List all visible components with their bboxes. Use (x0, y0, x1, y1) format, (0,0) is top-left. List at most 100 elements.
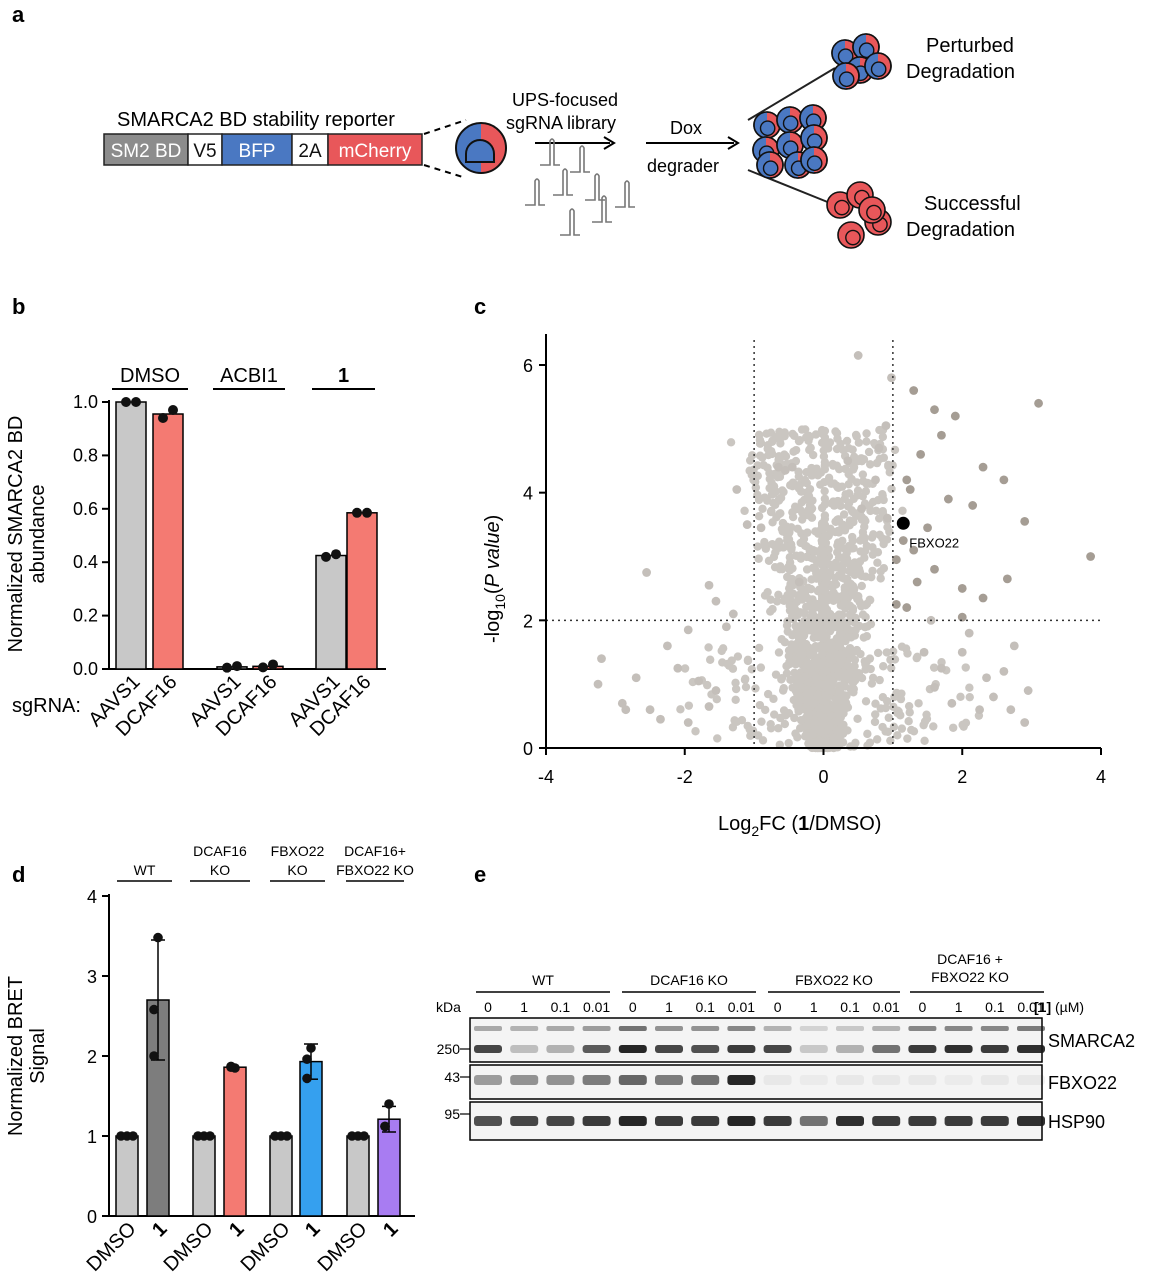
chart-c-point (759, 540, 769, 550)
chart-c-point (905, 708, 914, 717)
chart-c-point (797, 425, 807, 434)
chart-c-point (794, 634, 804, 643)
chart-c-point (733, 652, 743, 661)
chart-c-point (795, 505, 805, 514)
chart-c-xtick-label-2: 0 (818, 767, 828, 787)
band-fbxo22-0 (474, 1075, 502, 1085)
chart-c-point (826, 645, 835, 654)
ylabel-pre: -log (482, 610, 504, 643)
chart-c-point (753, 490, 762, 500)
band-smarca2-lower-14 (980, 1045, 1009, 1053)
chart-c-outlier-61 (597, 654, 606, 664)
chart-d-point-6-2 (359, 1131, 369, 1141)
chart-c-point (811, 725, 821, 734)
dose-label-bold: [1] (1034, 999, 1051, 1015)
chart-c-outlier-67 (794, 577, 804, 587)
chart-c-point (961, 663, 970, 672)
chart-c-point (825, 652, 835, 662)
blot-dose-label-7: 0.01 (728, 999, 755, 1015)
band-smarca2-lower-1 (510, 1045, 539, 1053)
chart-c-point (786, 675, 795, 685)
band-smarca2-upper-3 (582, 1026, 611, 1031)
blot-name-1: FBXO22 (1048, 1073, 1117, 1093)
chart-b-bar-0 (115, 401, 147, 670)
band-hsp90-0 (474, 1116, 502, 1126)
chart-d-group-label-2-line2: KO (287, 862, 307, 878)
chart-c-point (885, 468, 894, 477)
chart-b-bar-5 (346, 512, 378, 670)
chart-c-outlier-34 (1006, 705, 1016, 715)
cell-4 (864, 52, 892, 80)
chart-c-point (780, 719, 790, 729)
chart-c-point (889, 722, 899, 732)
chart-c-point (829, 733, 839, 742)
chart-c-point (758, 504, 767, 514)
band-hsp90-15 (1017, 1116, 1045, 1126)
chart-b-ytick-label-0: 0.0 (73, 659, 98, 679)
chart-c: Log2FC (1/DMSO) -log10(P value) -4 -2 0 2 40… (482, 334, 1106, 839)
chart-c-point (853, 456, 863, 466)
chart-c-point (792, 671, 801, 680)
chart-d-ytick-label-3: 3 (87, 967, 97, 987)
chart-c-outlier-43 (732, 485, 742, 494)
chart-c-point (862, 657, 871, 666)
chart-c-point (804, 584, 813, 594)
reporter-segment-1 (103, 133, 189, 166)
chart-c-point (782, 661, 791, 671)
chart-c-point (684, 701, 694, 710)
chart-d-point-1-0 (153, 932, 163, 943)
chart-c-ytick-label-1: 2 (523, 611, 533, 631)
chart-c-point (794, 467, 803, 476)
band-smarca2-lower-2 (546, 1045, 575, 1053)
chart-c-point (791, 686, 801, 696)
chart-c-point (878, 432, 888, 442)
chart-c-ylabel: -log10(P value) (482, 515, 508, 643)
chart-c-point (863, 729, 872, 739)
chart-c-point (956, 692, 965, 702)
chart-c-point (782, 621, 792, 630)
treatment-label-line1: Dox (670, 118, 702, 138)
chart-c-point (740, 506, 749, 516)
band-hsp90-3 (582, 1116, 611, 1126)
chart-c-point (758, 736, 768, 745)
chart-d-ytick-label-1: 1 (87, 1127, 97, 1147)
blot-dose-label-13: 1 (955, 999, 963, 1015)
blot-dose-label-4: 0 (629, 999, 637, 1015)
band-fbxo22-1 (510, 1075, 539, 1085)
chart-c-point (863, 622, 872, 631)
chart-c-point (867, 679, 877, 688)
band-fbxo22-2 (546, 1075, 575, 1085)
chart-c-point (727, 656, 736, 665)
chart-d-point-5-0 (306, 1043, 316, 1053)
chart-c-point (839, 510, 849, 519)
chart-d-point-5-2 (302, 1073, 312, 1084)
chart-c-point (777, 673, 787, 683)
chart-c-point (828, 582, 837, 592)
chart-c-outlier-22 (898, 536, 908, 545)
chart-c-point (965, 692, 974, 702)
blot-dose-label-15: 0.01 (1017, 999, 1044, 1015)
band-fbxo22-4 (618, 1075, 647, 1085)
chart-c-point (833, 434, 842, 443)
chart-c-point (789, 695, 798, 705)
chart-c-point (755, 700, 765, 710)
chart-c-outlier-44 (774, 462, 783, 472)
chart-c-outlier-58 (645, 705, 655, 715)
chart-c-point (965, 683, 974, 692)
reporter-cell (455, 122, 507, 174)
chart-c-point (820, 426, 830, 436)
library-label-line2: sgRNA library (506, 113, 616, 133)
blot-dose-label-1: 1 (520, 999, 528, 1015)
chart-c-point (862, 632, 872, 641)
chart-d-ylabel-line2: Signal (27, 1028, 49, 1084)
chart-c-point (774, 537, 784, 546)
chart-c-point (796, 623, 806, 632)
chart-c-point (922, 710, 931, 719)
ylabel-sub: 10 (492, 594, 508, 610)
chart-c-outlier-12 (968, 501, 978, 510)
band-smarca2-lower-3 (582, 1045, 611, 1053)
sgrna-glyph-2 (570, 145, 590, 173)
chart-c-outlier-35 (1020, 718, 1030, 727)
chart-c-point (863, 478, 872, 488)
chart-c-point (884, 713, 893, 722)
